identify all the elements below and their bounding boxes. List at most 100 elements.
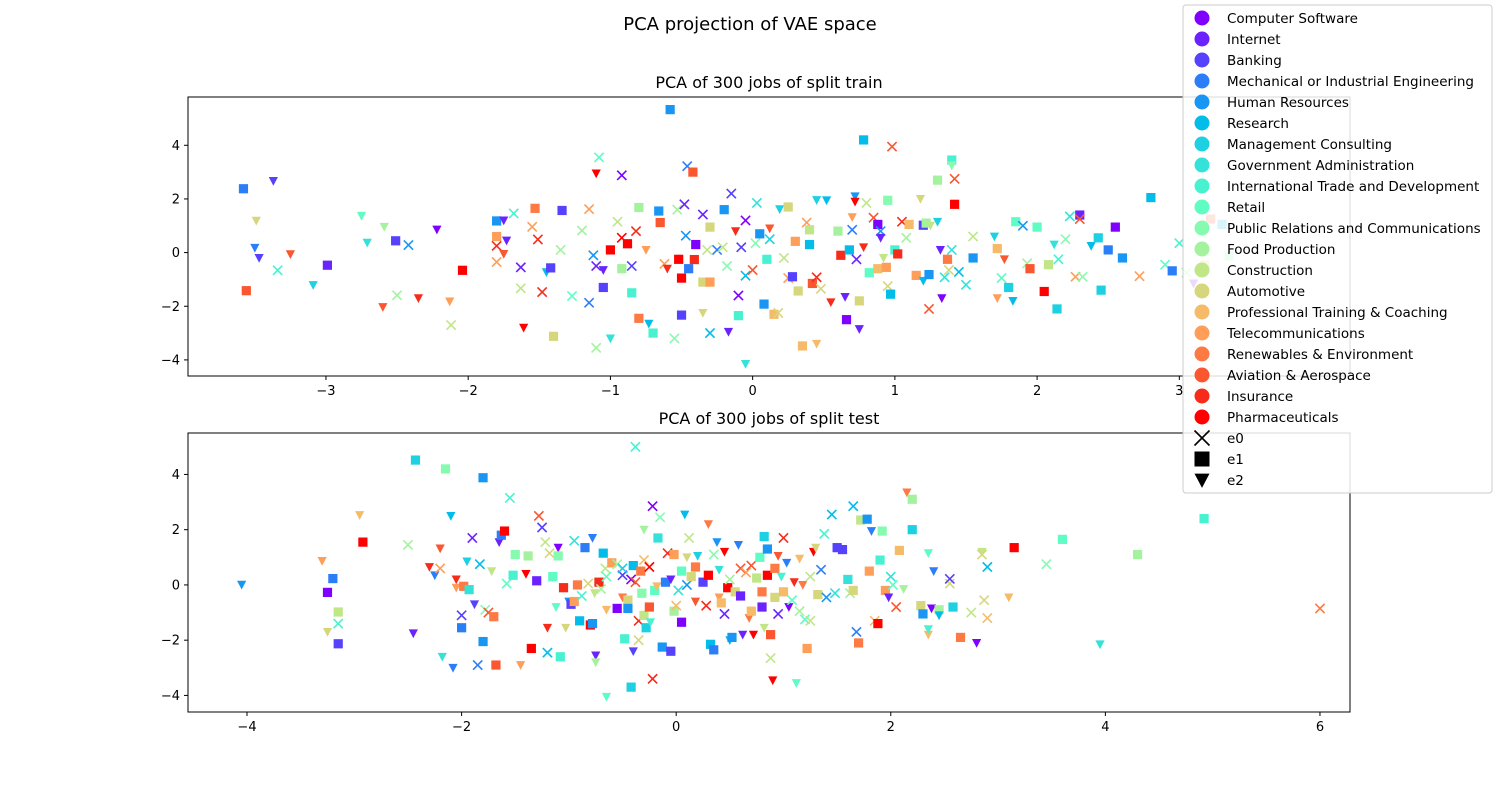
train-data-point [630,225,642,237]
test-data-point [690,597,701,607]
train-data-point [804,239,815,250]
legend-label: Automotive [1227,284,1305,300]
test-data-point [782,558,792,568]
test-data-point [738,630,748,640]
test-data-point [333,607,343,617]
test-data-point [746,560,757,571]
train-data-point [515,283,526,294]
test-data-point [773,552,783,561]
test-data-point [866,527,877,536]
test-data-point [755,552,765,562]
train-data-point [1093,233,1103,243]
train-data-point [923,303,935,315]
train-data-point [689,254,699,265]
train-data-point [833,226,843,236]
test-data-point [1004,593,1014,603]
train-data-point [935,246,945,255]
train-data-point [812,339,822,349]
train-x-tick-label: 1 [891,384,899,399]
train-data-point [826,298,836,308]
test-data-point [918,609,928,619]
train-data-point [947,161,957,171]
train-data-point [704,327,716,339]
train-data-point [491,256,502,268]
legend-marker [1194,220,1210,236]
test-data-point [873,619,883,629]
train-data-point [726,188,737,199]
train-data-point [878,254,889,263]
test-data-point [478,636,488,647]
test-data-point [1132,549,1143,560]
train-data-point [723,327,734,337]
train-data-point [445,297,455,307]
test-data-point [435,544,445,554]
test-data-point [639,525,649,535]
train-data-point [759,299,769,309]
train-data-point [992,294,1002,304]
train-data-point [591,342,602,353]
test-data-point [926,604,937,614]
train-data-point [932,175,943,185]
legend-items: Computer Software Internet Banking Mechanic… [1193,10,1481,489]
train-data-point [403,239,414,251]
train-data-point [591,169,601,179]
train-data-point [764,234,775,245]
test-data-point [948,602,958,612]
train-data-point [254,254,264,263]
test-data-point [977,547,987,557]
test-data-point [716,598,726,608]
train-data-point [915,195,926,204]
legend-marker [1194,262,1210,278]
test-data-point [955,632,966,643]
train-data-point [876,233,886,243]
test-data-point [890,601,902,613]
train-data-point [555,244,566,256]
train-data-point [1075,210,1085,220]
train-data-point [378,303,388,312]
test-axis-ticks: −4 −2 0 2 4 6 −4 −2 0 2 4 [161,468,1324,735]
train-data-point [778,252,790,264]
train-axis-ticks: −3 −2 −1 0 1 2 3 −4 −2 0 2 4 [161,139,1184,399]
train-data-point [492,231,502,242]
test-data-point [553,551,563,561]
train-data-point [654,206,664,216]
test-data-point [843,574,853,585]
test-data-point [558,583,569,593]
test-data-point [864,566,874,576]
test-data-point [654,512,666,523]
test-data-point [489,612,499,622]
test-data-point [669,549,679,560]
train-data-point [886,141,898,152]
train-data-point [532,234,544,245]
train-data-point [711,244,723,256]
test-data-point [815,564,827,575]
test-data-point [770,563,780,573]
train-data-point [272,265,283,276]
train-data-point [598,266,608,275]
test-data-point [594,577,604,587]
train-data-point [1174,238,1185,249]
train-data-point [515,262,526,273]
train-data-point [698,309,708,318]
train-data-point [691,239,701,250]
train-data-point [841,315,852,325]
test-data-point [703,570,713,580]
test-subplot-title: PCA of 300 jobs of split test [659,409,880,428]
test-data-point [467,532,478,544]
test-data-point [778,587,789,597]
train-data-point [676,310,687,320]
test-data-point [572,580,583,590]
test-data-point [862,514,872,524]
legend-marker [1194,10,1210,26]
train-data-point [953,266,965,278]
test-data-point [548,572,558,582]
train-data-point [893,249,903,259]
train-subplot: PCA of 300 jobs of split train −3 −2 −1 0 1 2… [161,73,1351,399]
train-data-point [598,282,608,293]
test-data-point [705,639,716,649]
test-data-point [569,535,580,546]
test-data-point [561,623,571,633]
test-data-point [472,659,483,671]
test-data-point [819,528,830,539]
test-data-point [620,634,630,644]
